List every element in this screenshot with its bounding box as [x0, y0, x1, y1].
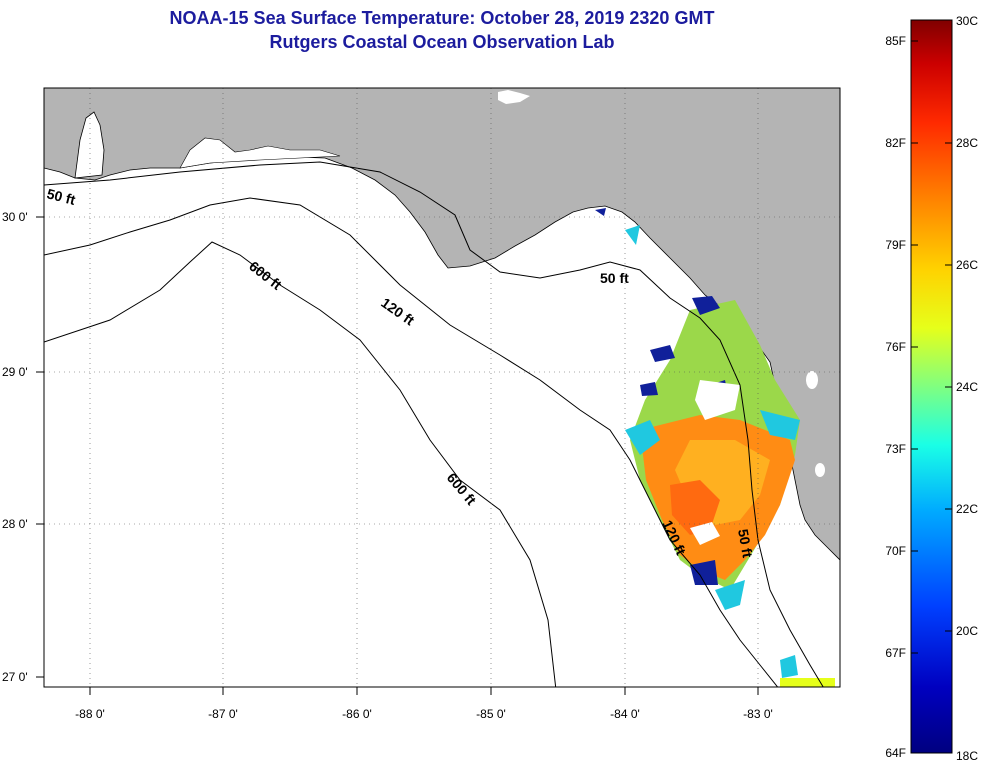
colorbar-label-f: 82F [885, 136, 906, 150]
colorbar-label-f: 64F [885, 746, 906, 760]
colorbar-label-f: 70F [885, 544, 906, 558]
lon-label: -88 0' [75, 707, 105, 721]
inland-lake [806, 371, 818, 389]
colorbar-label-f: 73F [885, 442, 906, 456]
colorbar-label-c: 26C [956, 258, 978, 272]
colorbar: 85F 82F 79F 76F 73F 70F 67F 64F 30C 28C … [885, 14, 978, 763]
lon-label: -83 0' [743, 707, 773, 721]
lat-label: 28 0' [2, 517, 28, 531]
contour-label-50ft-east: 50 ft [600, 270, 629, 286]
fahrenheit-ticks [911, 40, 918, 654]
lon-label: -86 0' [342, 707, 372, 721]
map-frame [43, 87, 841, 688]
colorbar-label-f: 85F [885, 34, 906, 48]
colorbar-label-f: 76F [885, 340, 906, 354]
colorbar-label-f: 67F [885, 646, 906, 660]
inland-lake [815, 463, 825, 477]
lon-label: -84 0' [610, 707, 640, 721]
celsius-ticks [945, 142, 952, 632]
contour-120ft [44, 197, 779, 687]
colorbar-label-c: 20C [956, 624, 978, 638]
bay-inlet-east [179, 137, 341, 169]
map-title: NOAA-15 Sea Surface Temperature: October… [169, 8, 715, 28]
colorbar-label-c: 30C [956, 14, 978, 28]
bay-inlet [74, 111, 105, 179]
contour-50ft [44, 161, 824, 687]
lat-label: 30 0' [2, 210, 28, 224]
colorbar-label-c: 28C [956, 136, 978, 150]
contour-label-50ft: 50 ft [45, 185, 77, 208]
map-subtitle: Rutgers Coastal Ocean Observation Lab [269, 32, 615, 52]
contour-600ft [44, 241, 557, 687]
latitude-axis: 30 0' 29 0' 28 0' 27 0' [2, 210, 44, 684]
colorbar-label-c: 18C [956, 749, 978, 763]
lat-label: 29 0' [2, 365, 28, 379]
lon-label: -87 0' [208, 707, 238, 721]
colorbar-label-c: 22C [956, 502, 978, 516]
inland-lake [498, 90, 530, 104]
lat-label: 27 0' [2, 670, 28, 684]
contour-label-50ft-south: 50 ft [735, 528, 756, 559]
colorbar-label-f: 79F [885, 238, 906, 252]
sst-swath [595, 208, 835, 687]
lon-label: -85 0' [476, 707, 506, 721]
longitude-axis: -88 0' -87 0' -86 0' -85 0' -84 0' -83 0… [75, 687, 773, 721]
colorbar-label-c: 24C [956, 380, 978, 394]
